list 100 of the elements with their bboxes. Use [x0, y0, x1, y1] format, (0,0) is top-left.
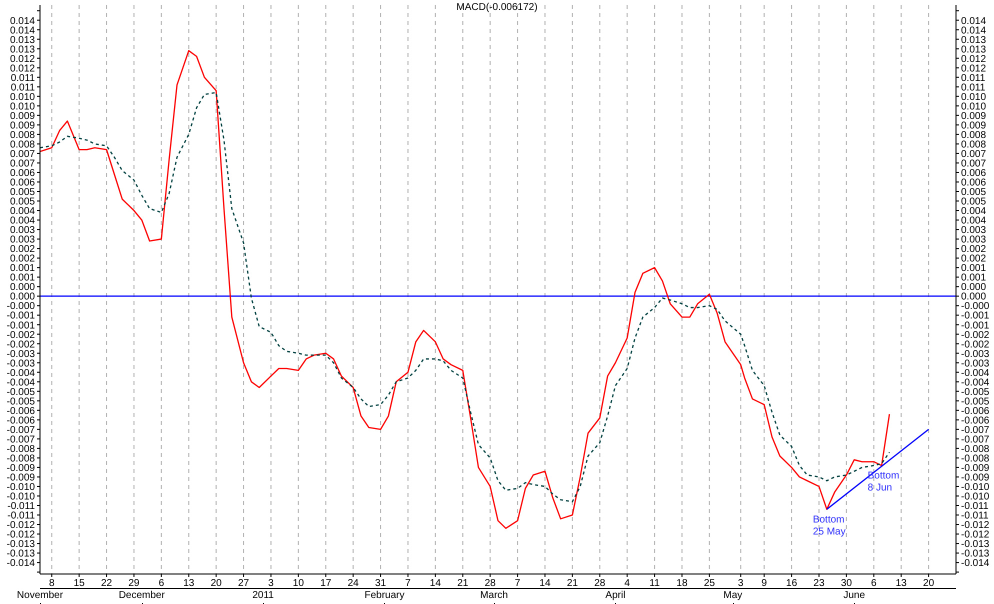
y2-tick-label: -0.004 [961, 368, 990, 379]
x-tick-label: 13 [896, 578, 908, 590]
y-tick-label: 0.013 [10, 34, 36, 46]
y2-tick-label: 0.013 [961, 34, 986, 46]
y-tick-label: 0.014 [10, 16, 36, 27]
y2-tick-label: 0.009 [961, 110, 986, 122]
y-tick-label: 0.005 [10, 196, 36, 208]
y2-tick-label: 0.004 [961, 206, 986, 218]
y2-tick-label: -0.013 [961, 539, 990, 550]
y2-tick-label: 0.010 [961, 101, 986, 112]
y2-tick-label: -0.011 [961, 510, 990, 522]
x-tick-label: 13 [183, 578, 195, 590]
y2-tick-label: 0.000 [961, 292, 986, 303]
y2-tick-label: -0.008 [961, 453, 990, 464]
y-tick-label: 0.009 [10, 120, 36, 132]
annotation: Bottom 8 Jun [868, 470, 900, 494]
y2-tick-label: 0.001 [961, 263, 986, 274]
y-tick-label: 0.001 [10, 272, 36, 284]
y2-tick-label: -0.010 [961, 482, 990, 494]
y-tick-label: -0.011 [7, 501, 36, 512]
y-tick-label: -0.010 [6, 492, 36, 503]
x-tick-label: 14 [539, 578, 551, 590]
y-tick-label: 0.008 [10, 130, 36, 141]
x-tick-label: 14 [430, 578, 442, 590]
y2-tick-label: 0.013 [961, 44, 986, 56]
y2-tick-label: -0.004 [961, 377, 990, 388]
y2-tick-label: 0.011 [961, 82, 986, 94]
y2-tick-label: 0.009 [961, 120, 986, 132]
x-tick-label: 22 [100, 578, 113, 590]
y-tick-label: 0.002 [10, 254, 36, 265]
y-tick-label: -0.006 [6, 406, 36, 417]
y2-tick-label: 0.003 [961, 234, 986, 246]
x-tick-label: 30 [840, 578, 852, 590]
x-tick-label: 3 [268, 578, 274, 590]
y2-tick-label: -0.012 [961, 520, 990, 532]
y-tick-label: 0.008 [10, 139, 36, 150]
y-tick-label: -0.011 [7, 510, 36, 522]
y-tick-label: 0.013 [10, 44, 36, 56]
x-tick-label: 28 [594, 578, 606, 590]
y2-tick-label: 0.006 [961, 178, 986, 189]
x-tick-label: 6 [158, 578, 165, 590]
y-tick-label: 0.005 [10, 187, 36, 198]
y2-tick-label: 0.014 [961, 25, 986, 36]
x-tick-label: 7 [405, 578, 412, 590]
y2-tick-label: -0.005 [961, 386, 990, 398]
y2-tick-label: -0.008 [961, 444, 990, 455]
y-tick-label: -0.014 [6, 558, 36, 570]
x2-tick-label: 2011 [252, 589, 274, 603]
y-tick-label: 0.004 [10, 216, 36, 227]
y-tick-label: -0.013 [6, 548, 36, 560]
y-tick-label: -0.001 [6, 310, 36, 322]
chart-title: MACD(-0.006172) [455, 2, 539, 13]
y2-tick-label: 0.014 [961, 16, 986, 27]
y-tick-label: -0.007 [6, 434, 36, 446]
x-tick-label: 21 [566, 578, 578, 590]
y-tick-label: 0.007 [10, 148, 36, 160]
x-tick-label: 20 [923, 578, 935, 590]
y2-tick-label: 0.004 [961, 216, 986, 227]
y-tick-label: 0.001 [10, 263, 36, 274]
x-tick-label: 20 [210, 578, 222, 590]
y2-tick-label: 0.005 [961, 187, 986, 198]
x2-tick-label: May [723, 589, 742, 603]
y-tick-label: -0.013 [6, 539, 36, 550]
x-tick-label: 25 [704, 578, 716, 590]
x-tick-label: 31 [375, 578, 387, 590]
x2-tick-label: February [364, 589, 404, 603]
x-tick-label: 27 [238, 578, 250, 590]
y-tick-label: -0.001 [6, 320, 36, 332]
y2-tick-label: -0.003 [961, 348, 990, 360]
y2-tick-label: -0.005 [961, 396, 990, 408]
y2-tick-label: -0.002 [961, 339, 990, 350]
y-tick-label: 0.006 [10, 168, 36, 180]
x-tick-label: 24 [348, 578, 360, 590]
y-tick-label: -0.006 [6, 415, 36, 426]
y-tick-label: -0.012 [6, 530, 36, 541]
y-tick-label: -0.010 [6, 482, 36, 494]
x-tick-label: 17 [320, 578, 332, 590]
y-tick-label: -0.004 [6, 377, 36, 388]
y2-tick-label: -0.013 [961, 548, 990, 560]
y-tick-label: 0.002 [10, 244, 36, 256]
y2-tick-label: 0.007 [961, 158, 986, 170]
y-tick-label: 0.003 [10, 225, 36, 236]
y2-tick-label: 0.001 [961, 272, 986, 284]
y2-tick-label: -0.010 [961, 492, 990, 503]
x-tick-label: 11 [649, 578, 660, 590]
x-tick-label: 18 [676, 578, 688, 590]
x2-tick-label: March [480, 589, 508, 603]
y-tick-label: -0.005 [6, 396, 36, 408]
y-tick-label: -0.009 [6, 472, 36, 484]
x-tick-label: 8 [48, 578, 55, 590]
x-tick-label: 21 [457, 578, 469, 590]
y-tick-label: 0.007 [10, 158, 36, 170]
y-tick-label: 0.006 [10, 178, 36, 189]
y2-tick-label: -0.000 [961, 301, 990, 312]
y2-tick-label: 0.007 [961, 148, 986, 160]
x-tick-label: 23 [813, 578, 825, 590]
x2-tick-label: December [118, 589, 165, 603]
y2-tick-label: 0.012 [961, 63, 986, 74]
y-tick-label: -0.002 [6, 330, 36, 341]
y2-tick-label: 0.003 [961, 225, 986, 236]
